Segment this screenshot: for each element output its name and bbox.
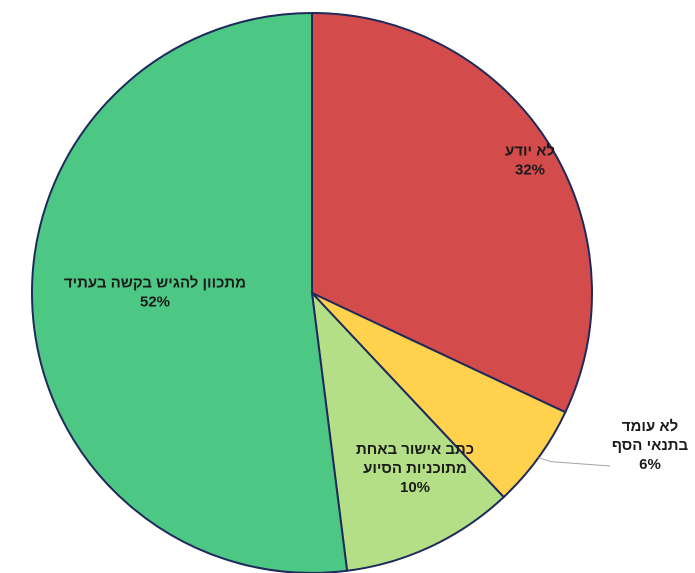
slice-label-0: לא יודע 32% [505, 143, 555, 179]
pie-labels: לא יודע 32% לא עומד בתנאי הסף 6% כתב אישור בא… [64, 143, 689, 497]
pie-slice-2 [310, 290, 506, 572]
leader-lines [538, 457, 611, 467]
pie-slices [31, 11, 593, 573]
slice-category-label-1-1: בתנאי הסף [612, 437, 689, 454]
slice-category-label-3-0: מתכוון להגיש בקשה בעתיד [64, 275, 246, 292]
slice-label-1: לא עומד בתנאי הסף 6% [612, 418, 689, 473]
pie-slice-0 [311, 11, 593, 414]
slice-value-label-2: 10% [400, 479, 430, 496]
pie-slice-3 [31, 11, 349, 573]
slice-label-2: כתב אישור באחת מתוכניות הסיוע 10% [356, 441, 474, 496]
slice-value-label-3: 52% [140, 294, 170, 311]
slice-value-label-0: 32% [515, 162, 545, 179]
slice-category-label-2-1: מתוכניות הסיוע [363, 460, 467, 477]
slice-category-label-2-0: כתב אישור באחת [356, 441, 474, 458]
slice-value-label-1: 6% [639, 456, 661, 473]
slice-category-label-1-0: לא עומד [622, 418, 678, 435]
leader-line-1 [538, 457, 611, 467]
slice-label-3: מתכוון להגיש בקשה בעתיד 52% [64, 275, 246, 311]
slice-category-label-0-0: לא יודע [505, 143, 555, 160]
